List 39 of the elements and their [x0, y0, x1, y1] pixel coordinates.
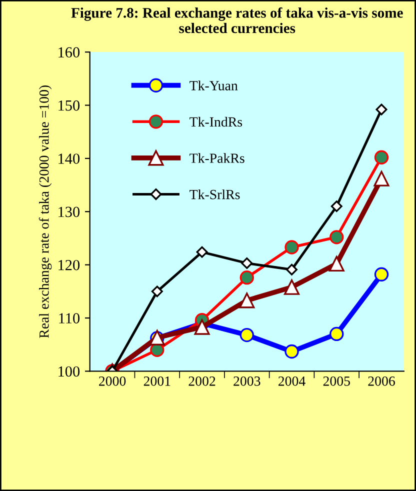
- y-tick-label: 150: [58, 100, 80, 111]
- point: [284, 279, 300, 295]
- point: [330, 230, 344, 244]
- legend-label: Tk-Yuan: [190, 80, 238, 90]
- point: [374, 267, 389, 282]
- legend-label: Tk-SrlRs: [190, 189, 240, 200]
- point: [376, 104, 388, 116]
- point: [241, 257, 253, 269]
- y-tick-label: 160: [58, 47, 80, 58]
- point: [330, 326, 344, 342]
- point: [374, 170, 390, 186]
- x-tick-label: 2002: [188, 376, 216, 386]
- x-tick-label: 2004: [278, 376, 306, 386]
- x-tick-label: 2005: [323, 376, 350, 386]
- point: [330, 200, 342, 212]
- point: [328, 256, 344, 272]
- x-tick-label: 2006: [368, 376, 395, 386]
- x-tick-label: 2000: [99, 376, 126, 386]
- y-axis-title: Real exchange rate of taka (2000 value =100): [38, 85, 52, 338]
- y-tick-label: 120: [58, 260, 80, 270]
- point: [284, 344, 299, 359]
- point: [286, 264, 298, 276]
- x-tick-label: 2003: [234, 376, 260, 386]
- y-tick-label: 100: [58, 366, 80, 377]
- point: [196, 246, 208, 258]
- legend-label: Tk-IndRs: [190, 116, 242, 127]
- point: [374, 150, 389, 164]
- y-tick-label: 140: [58, 154, 80, 164]
- legend-label: Tk-PakRs: [190, 153, 244, 163]
- point: [240, 328, 254, 342]
- y-tick-label: 130: [58, 206, 80, 218]
- x-tick-label: 2001: [144, 376, 170, 386]
- chart-title: Figure 7.8: Real exchange rates of taka vis-a-vis some selected currencies: [71, 7, 403, 34]
- point: [194, 319, 210, 335]
- point: [240, 270, 254, 285]
- y-tick-label: 110: [59, 313, 80, 324]
- point: [284, 240, 299, 254]
- point: [239, 292, 255, 308]
- point: [151, 286, 163, 298]
